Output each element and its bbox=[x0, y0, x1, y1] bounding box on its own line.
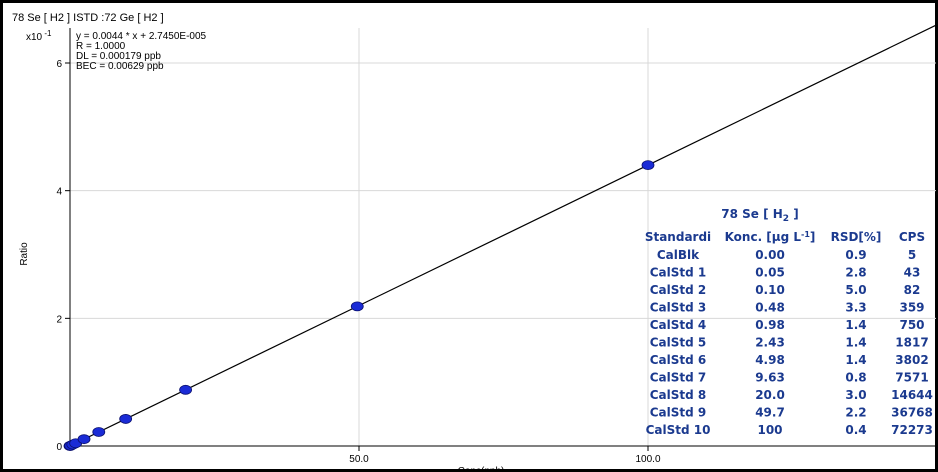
x-axis-label: Conc(ppb) bbox=[458, 466, 505, 472]
y-tick-label: 0 bbox=[56, 442, 62, 453]
table-cell: 0.10 bbox=[755, 283, 785, 297]
table-cell: 7571 bbox=[895, 371, 928, 385]
table-cell: 1.4 bbox=[845, 318, 866, 332]
table-cell: 0.9 bbox=[845, 248, 866, 262]
table-cell: 4.98 bbox=[755, 353, 785, 367]
table-cell: 20.0 bbox=[755, 388, 785, 402]
x-tick-label: 50.0 bbox=[349, 454, 369, 465]
y-tick-label: 2 bbox=[56, 314, 62, 325]
table-row-label: CalStd 10 bbox=[646, 423, 711, 437]
data-point bbox=[641, 160, 655, 171]
data-point bbox=[179, 384, 193, 395]
table-row-label: CalStd 2 bbox=[650, 283, 707, 297]
table-cell: 5.0 bbox=[845, 283, 866, 297]
data-point bbox=[77, 434, 91, 445]
fit-line bbox=[69, 24, 937, 447]
table-header: CPS bbox=[899, 230, 925, 244]
data-point bbox=[350, 301, 364, 312]
table-row-label: CalStd 5 bbox=[650, 336, 707, 350]
table-header: RSD[%] bbox=[831, 230, 882, 244]
table-cell: 5 bbox=[908, 248, 916, 262]
table-cell: 49.7 bbox=[755, 406, 785, 420]
table-row-label: CalStd 6 bbox=[650, 353, 707, 367]
table-cell: 0.48 bbox=[755, 301, 785, 315]
table-row-label: CalStd 8 bbox=[650, 388, 707, 402]
table-cell: 0.00 bbox=[755, 248, 785, 262]
equation-annotation: BEC = 0.00629 ppb bbox=[76, 61, 164, 72]
y-axis-label: Ratio bbox=[19, 242, 30, 266]
table-cell: 0.05 bbox=[755, 266, 785, 280]
data-point bbox=[119, 414, 133, 424]
table-cell: 100 bbox=[757, 423, 782, 437]
equation-annotation: y = 0.0044 * x + 2.7450E-005 bbox=[76, 31, 207, 42]
y-tick-label: 6 bbox=[56, 59, 62, 70]
table-row-label: CalStd 1 bbox=[650, 266, 707, 280]
equation-annotation: R = 1.0000 bbox=[76, 41, 126, 52]
table-cell: 2.43 bbox=[755, 336, 785, 350]
table-header: Standardi bbox=[645, 230, 711, 244]
table-row-label: CalStd 3 bbox=[650, 301, 707, 315]
table-cell: 1.4 bbox=[845, 353, 866, 367]
table-cell: 1.4 bbox=[845, 336, 866, 350]
table-cell: 9.63 bbox=[755, 371, 785, 385]
table-cell: 1817 bbox=[895, 336, 928, 350]
table-title: 78 Se [ H2 ] bbox=[721, 207, 798, 224]
table-cell: 359 bbox=[899, 301, 924, 315]
data-point bbox=[92, 427, 106, 437]
y-multiplier-label: x10 -1 bbox=[26, 29, 52, 43]
table-cell: 0.4 bbox=[845, 423, 866, 437]
table-cell: 36768 bbox=[891, 406, 933, 420]
chart-title: 78 Se [ H2 ] ISTD :72 Ge [ H2 ] bbox=[12, 12, 164, 24]
table-row-label: CalStd 7 bbox=[650, 371, 707, 385]
table-cell: 43 bbox=[904, 266, 921, 280]
x-tick-label: 100.0 bbox=[635, 454, 660, 465]
table-row-label: CalStd 4 bbox=[650, 318, 707, 332]
table-cell: 2.2 bbox=[845, 406, 866, 420]
table-cell: 82 bbox=[904, 283, 921, 297]
table-cell: 0.98 bbox=[755, 318, 785, 332]
table-cell: 14644 bbox=[891, 388, 933, 402]
table-row-label: CalBlk bbox=[657, 248, 700, 262]
table-cell: 2.8 bbox=[845, 266, 866, 280]
equation-annotation: DL = 0.000179 ppb bbox=[76, 51, 161, 62]
table-header: Konc. [µg L-1] bbox=[725, 230, 816, 244]
y-tick-label: 4 bbox=[56, 187, 62, 198]
table-row-label: CalStd 9 bbox=[650, 406, 707, 420]
table-cell: 0.8 bbox=[845, 371, 866, 385]
table-cell: 3.0 bbox=[845, 388, 866, 402]
table-cell: 72273 bbox=[891, 423, 933, 437]
table-cell: 3.3 bbox=[845, 301, 866, 315]
table-cell: 750 bbox=[899, 318, 924, 332]
table-cell: 3802 bbox=[895, 353, 928, 367]
